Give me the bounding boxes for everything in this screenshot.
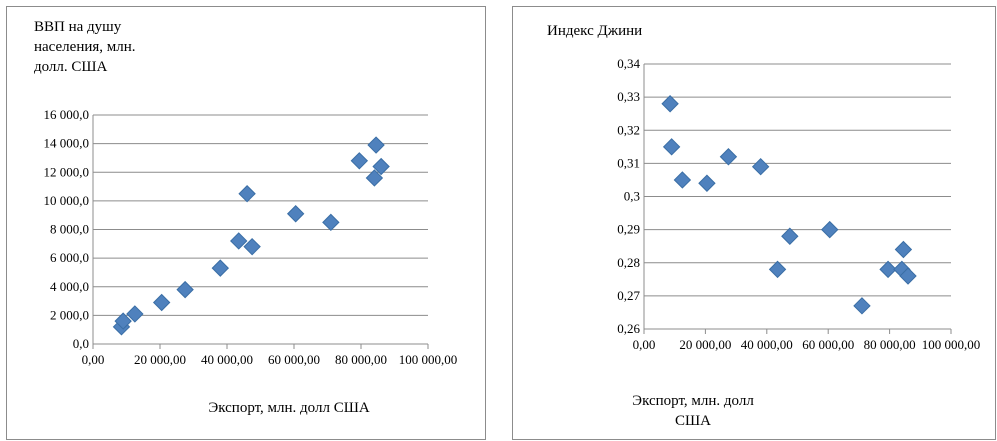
gdp-x-tick-label: 20 000,00 — [134, 352, 186, 367]
gdp-data-point — [238, 185, 256, 203]
gdp-y-tick-label: 12 000,0 — [44, 164, 90, 179]
gdp-x-tick-label: 80 000,00 — [335, 352, 387, 367]
gdp-x-tick-label: 60 000,00 — [268, 352, 320, 367]
gdp-y-tick-label: 16 000,0 — [44, 107, 90, 122]
gini-data-point — [894, 240, 913, 259]
gini-data-point — [751, 157, 770, 176]
gdp-y-axis-title: долл. США — [34, 59, 108, 75]
gini-data-point — [821, 220, 839, 239]
gini-y-tick-label: 0,31 — [617, 155, 640, 170]
gini-x-tick-label: 60 000,00 — [802, 337, 854, 352]
gini-x-tick-label: 0,00 — [633, 337, 656, 352]
chart-panel-gdp: 0,0 2 000,0 4 000,0 6 000,0 8 000,0 10 000,0 1… — [6, 6, 486, 440]
gini-x-tick-label: 100 000,00 — [922, 337, 981, 352]
gini-y-tick-label: 0,33 — [617, 89, 640, 104]
gini-y-tick-label: 0,3 — [624, 189, 640, 204]
gini-y-tick-label: 0,32 — [617, 122, 640, 137]
gdp-x-tick-label: 0,00 — [82, 352, 105, 367]
gdp-data-point — [211, 259, 230, 277]
gdp-data-point — [152, 293, 171, 312]
gini-y-tick-label: 0,34 — [617, 56, 640, 71]
gdp-y-axis-title: населения, млн. — [34, 39, 136, 55]
gini-x-axis-title: США — [675, 413, 711, 429]
gini-y-tick-label: 0,28 — [617, 255, 640, 270]
gdp-y-tick-label: 8 000,0 — [50, 222, 89, 237]
gini-x-tick-label: 80 000,00 — [864, 337, 916, 352]
gdp-data-point — [365, 169, 384, 187]
gini-data-point — [661, 95, 679, 113]
gini-data-point — [853, 297, 871, 315]
gini-data-point — [768, 260, 787, 279]
gini-data-point — [899, 267, 917, 285]
gini-data-point — [698, 174, 716, 192]
gdp-y-tick-label: 6 000,0 — [50, 250, 89, 265]
gini-data-point — [662, 138, 681, 156]
gdp-x-axis-title: Экспорт, млн. долл США — [208, 400, 370, 416]
gdp-y-tick-label: 10 000,0 — [44, 193, 90, 208]
gdp-x-tick-label: 100 000,00 — [399, 352, 458, 367]
gdp-data-point — [372, 157, 390, 176]
gini-data-point — [719, 148, 738, 166]
gini-y-tick-label: 0,27 — [617, 288, 640, 303]
chart-panel-gini: 0,26 0,27 0,28 0,29 0,3 0,31 0,32 0,33 0,34 0,00 2… — [512, 6, 996, 440]
gdp-x-tick-label: 40 000,00 — [201, 352, 253, 367]
gdp-y-tick-label: 0,0 — [73, 336, 89, 351]
gini-x-tick-label: 40 000,00 — [741, 337, 793, 352]
gdp-data-point — [114, 312, 132, 330]
gdp-y-axis-title: ВВП на душу — [34, 19, 122, 35]
gdp-data-point — [286, 205, 305, 223]
gini-x-axis-title: Экспорт, млн. долл — [632, 393, 754, 409]
gdp-data-point — [350, 152, 369, 170]
gdp-data-point — [367, 136, 385, 154]
gdp-data-point — [322, 213, 340, 232]
gdp-data-point — [230, 232, 248, 250]
gdp-data-point — [126, 305, 144, 323]
gdp-y-tick-label: 4 000,0 — [50, 279, 89, 294]
gini-data-point — [879, 260, 897, 279]
gdp-y-tick-label: 2 000,0 — [50, 307, 89, 322]
gini-scatter-chart: 0,26 0,27 0,28 0,29 0,3 0,31 0,32 0,33 0,34 0,00 2… — [547, 23, 981, 429]
gdp-scatter-chart: 0,0 2 000,0 4 000,0 6 000,0 8 000,0 10 000,0 1… — [34, 19, 458, 416]
gdp-data-point — [243, 237, 261, 256]
gini-x-tick-label: 20 000,00 — [679, 337, 731, 352]
gini-y-axis-title: Индекс Джини — [547, 23, 642, 39]
gini-data-point — [781, 227, 799, 245]
gini-y-tick-label: 0,26 — [617, 321, 640, 336]
gdp-data-point — [176, 280, 194, 299]
gini-y-tick-label: 0,29 — [617, 222, 640, 237]
gini-data-point — [673, 171, 692, 189]
gdp-y-tick-label: 14 000,0 — [44, 136, 90, 151]
